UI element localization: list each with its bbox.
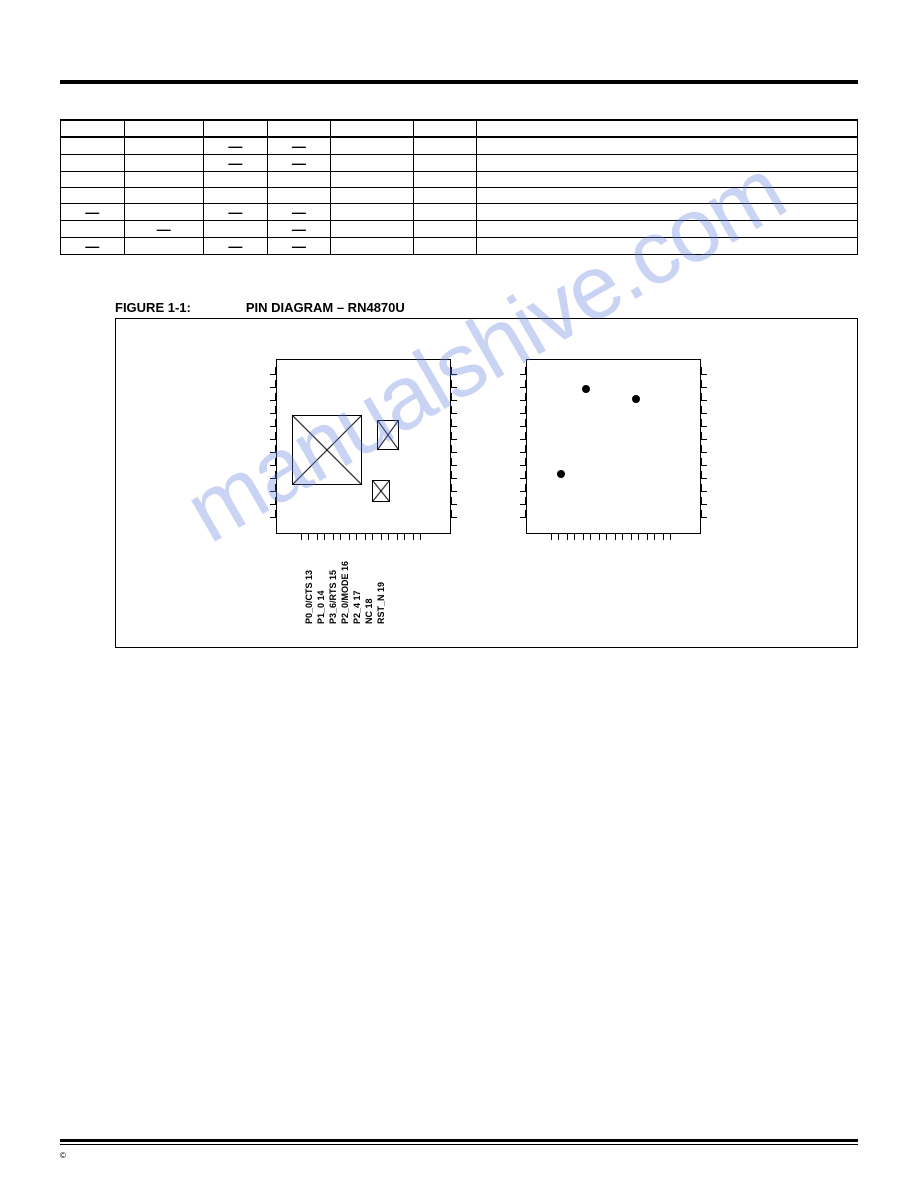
table-row: —32——GNDPGround	[61, 238, 858, 255]
table-row: —31——RFOUTARF connection to antenna	[61, 204, 858, 221]
small-x-box-1	[377, 420, 399, 450]
table-cell: 28	[124, 155, 203, 172]
figure-title: PIN DIAGRAM – RN4870U	[246, 300, 405, 315]
table-cell: HCI UART data output/UART RX	[477, 188, 858, 204]
table-cell: DI	[413, 172, 477, 188]
figure-number: FIGURE 1-1:	[115, 300, 191, 315]
table-cell: —	[204, 204, 268, 221]
table-cell: —	[204, 155, 268, 172]
table-cell: 31	[61, 221, 125, 238]
table-cell: 30	[61, 188, 125, 204]
footer: ©	[60, 1139, 858, 1160]
table-cell: 16	[204, 221, 268, 238]
table-header: RN4870	[61, 120, 125, 137]
table-cell: 27	[61, 137, 125, 155]
table-cell: P	[413, 238, 477, 255]
table-cell: —	[267, 155, 331, 172]
table-row: 31—16—BT_RFARF connection to antenna	[61, 221, 858, 238]
table-cell: RF connection to antenna	[477, 204, 858, 221]
table-cell: 15	[204, 188, 268, 204]
table-cell: —	[204, 137, 268, 155]
pin-label: P2_4 17	[352, 590, 362, 624]
chip-diagram-front	[276, 359, 451, 534]
table-cell: RF connection to antenna	[477, 221, 858, 238]
table-cell: HCI_RXD/UART_TX	[331, 172, 414, 188]
table-cell: A	[413, 221, 477, 238]
table-cell: GND	[331, 238, 414, 255]
table-cell: HCI_TXD/UART_RX	[331, 188, 414, 204]
table-cell: 14	[204, 172, 268, 188]
table-cell: —	[267, 221, 331, 238]
top-rule	[60, 80, 858, 84]
table-cell: PMU LDO output and BK3231S internal powe…	[477, 155, 858, 172]
pad-dot	[632, 395, 640, 403]
pin-label: RST_N 19	[376, 582, 386, 624]
table-cell: 27	[124, 137, 203, 155]
pin-label: P3_6/RTS 15	[328, 570, 338, 624]
table-cell: 29	[61, 172, 125, 188]
table-cell: A	[413, 204, 477, 221]
pin-label: P2_0/MODE 16	[340, 561, 350, 624]
table-cell: —	[267, 137, 331, 155]
table-cell: Ground	[477, 238, 858, 255]
pin-label: P1_0 14	[316, 590, 326, 624]
table-cell: 15	[267, 188, 331, 204]
table-header: Type	[413, 120, 477, 137]
table-cell: 30	[124, 188, 203, 204]
table-cell: LBIST	[331, 137, 414, 155]
footer-rule	[60, 1139, 858, 1142]
table-header: RN4871	[204, 120, 268, 137]
table-cell: P	[413, 155, 477, 172]
footer-rule-thin	[60, 1144, 858, 1145]
pin-label: NC 18	[364, 598, 374, 624]
table-header: Name	[331, 120, 414, 137]
table-header: Description	[477, 120, 858, 137]
table-cell: HCI UART data input/UART TX. UART Transm…	[477, 172, 858, 188]
figure-label: FIGURE 1-1: PIN DIAGRAM – RN4870U	[115, 300, 858, 315]
table-cell: DI	[413, 137, 477, 155]
header-title: RN4870/71	[737, 30, 858, 58]
small-x-box-2	[372, 480, 390, 502]
table-cell: 14	[267, 172, 331, 188]
table-cell: RFOUT	[331, 204, 414, 221]
table-cell: —	[267, 238, 331, 255]
table-cell: 31	[124, 204, 203, 221]
pin-label: P0_0/CTS 13	[304, 570, 314, 624]
chip-diagram-back	[526, 359, 701, 534]
table-cell: —	[267, 204, 331, 221]
table-cell: —	[61, 238, 125, 255]
table-cell: —	[124, 221, 203, 238]
table-cell: BT_RF	[331, 221, 414, 238]
table-row: 2828——PMULDO_OUTPPMU LDO output and BK32…	[61, 155, 858, 172]
pad-dot	[582, 385, 590, 393]
table-cell: Logic RAM BIST test mode enabled. Connec…	[477, 137, 858, 155]
table-cell: 28	[61, 155, 125, 172]
table-cell: —	[204, 238, 268, 255]
table-row: 30301515HCI_TXD/UART_RXDOHCI UART data o…	[61, 188, 858, 204]
table-cell: DO	[413, 188, 477, 204]
large-x-box	[292, 415, 362, 485]
table-header: RN4870U	[124, 120, 203, 137]
table-cell: —	[61, 204, 125, 221]
pin-table: RN4870RN4870URN4871RN4871UNameTypeDescri…	[60, 119, 858, 255]
table-cell: PMULDO_OUT	[331, 155, 414, 172]
pad-dot	[557, 470, 565, 478]
figure-box: P0_0/CTS 13P1_0 14P3_6/RTS 15P2_0/MODE 1…	[115, 318, 858, 648]
table-cell: 29	[124, 172, 203, 188]
table-cell: 32	[124, 238, 203, 255]
table-header: RN4871U	[267, 120, 331, 137]
table-row: 2727——LBISTDILogic RAM BIST test mode en…	[61, 137, 858, 155]
table-row: 29291414HCI_RXD/UART_TXDIHCI UART data i…	[61, 172, 858, 188]
copyright: ©	[60, 1151, 858, 1160]
